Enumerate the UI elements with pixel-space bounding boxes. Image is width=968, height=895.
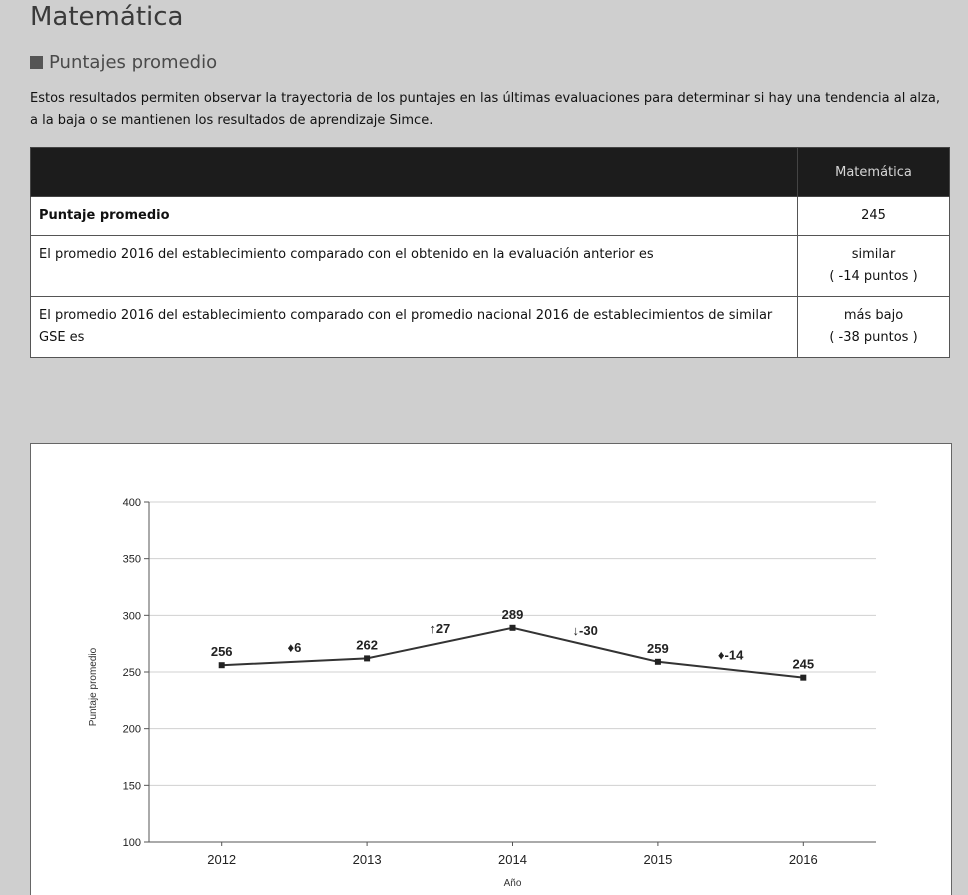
x-axis-title: Año	[504, 878, 522, 889]
section-header: Puntajes promedio	[30, 52, 217, 73]
row-value-detail: ( -38 puntos )	[829, 330, 918, 345]
series-line	[221, 626, 804, 679]
x-tick-label: 2013	[353, 852, 382, 867]
data-label: 245	[792, 657, 814, 672]
table-row: Puntaje promedio 245	[30, 196, 950, 236]
y-tick-label: 250	[123, 667, 141, 679]
data-point	[218, 662, 225, 669]
row-value-main: 245	[861, 208, 886, 223]
page-title: Matemática	[30, 2, 184, 32]
chart-container: 100 150 200 250 300 350 400 2012 2013 2014 2015 201…	[30, 443, 952, 895]
y-tick-label: 400	[123, 497, 141, 509]
row-label: El promedio 2016 del establecimiento com…	[30, 296, 798, 358]
y-axis-title: Puntaje promedio	[88, 647, 99, 726]
results-table: Matemática Puntaje promedio 245 El prome…	[30, 147, 950, 358]
line-chart: 100 150 200 250 300 350 400 2012 2013 2014 2015 201…	[88, 497, 876, 889]
table-row: El promedio 2016 del establecimiento com…	[30, 296, 950, 358]
table-header-empty	[30, 147, 798, 197]
row-value-main: más bajo	[843, 308, 904, 323]
row-label: Puntaje promedio	[30, 196, 798, 236]
row-value-main: similar	[851, 247, 896, 262]
table-header-subject: Matemática	[797, 147, 950, 197]
table-row: El promedio 2016 del establecimiento com…	[30, 235, 950, 297]
row-value: 245	[797, 196, 950, 236]
data-label: 259	[647, 641, 669, 656]
row-value: similar ( -14 puntos )	[797, 235, 950, 297]
x-tick-label: 2014	[498, 852, 527, 867]
y-tick-label: 150	[123, 780, 141, 792]
x-tick-label: 2015	[643, 852, 672, 867]
x-tick-label: 2016	[789, 852, 818, 867]
y-tick-label: 200	[123, 724, 141, 736]
data-point	[364, 655, 371, 662]
difference-label: ♦6	[287, 640, 301, 655]
y-tick-label: 350	[123, 554, 141, 566]
square-bullet-icon	[30, 56, 43, 69]
data-point	[509, 624, 516, 631]
table-header-row: Matemática	[30, 147, 950, 197]
data-label: 289	[502, 607, 524, 622]
data-point	[800, 674, 807, 681]
x-tick-label: 2012	[207, 852, 236, 867]
y-tick-label: 100	[123, 837, 141, 849]
row-label: El promedio 2016 del establecimiento com…	[30, 235, 798, 297]
difference-label: ↓-30	[573, 623, 598, 638]
data-label: 256	[211, 644, 233, 659]
row-value-detail: ( -14 puntos )	[829, 269, 918, 284]
row-value: más bajo ( -38 puntos )	[797, 296, 950, 358]
data-label: 262	[356, 637, 378, 652]
section-title: Puntajes promedio	[49, 52, 218, 73]
y-tick-label: 300	[123, 610, 141, 622]
data-point	[654, 658, 661, 665]
difference-label: ♦-14	[718, 648, 744, 663]
difference-label: ↑27	[429, 621, 450, 636]
intro-paragraph: Estos resultados permiten observar la tr…	[30, 91, 940, 128]
